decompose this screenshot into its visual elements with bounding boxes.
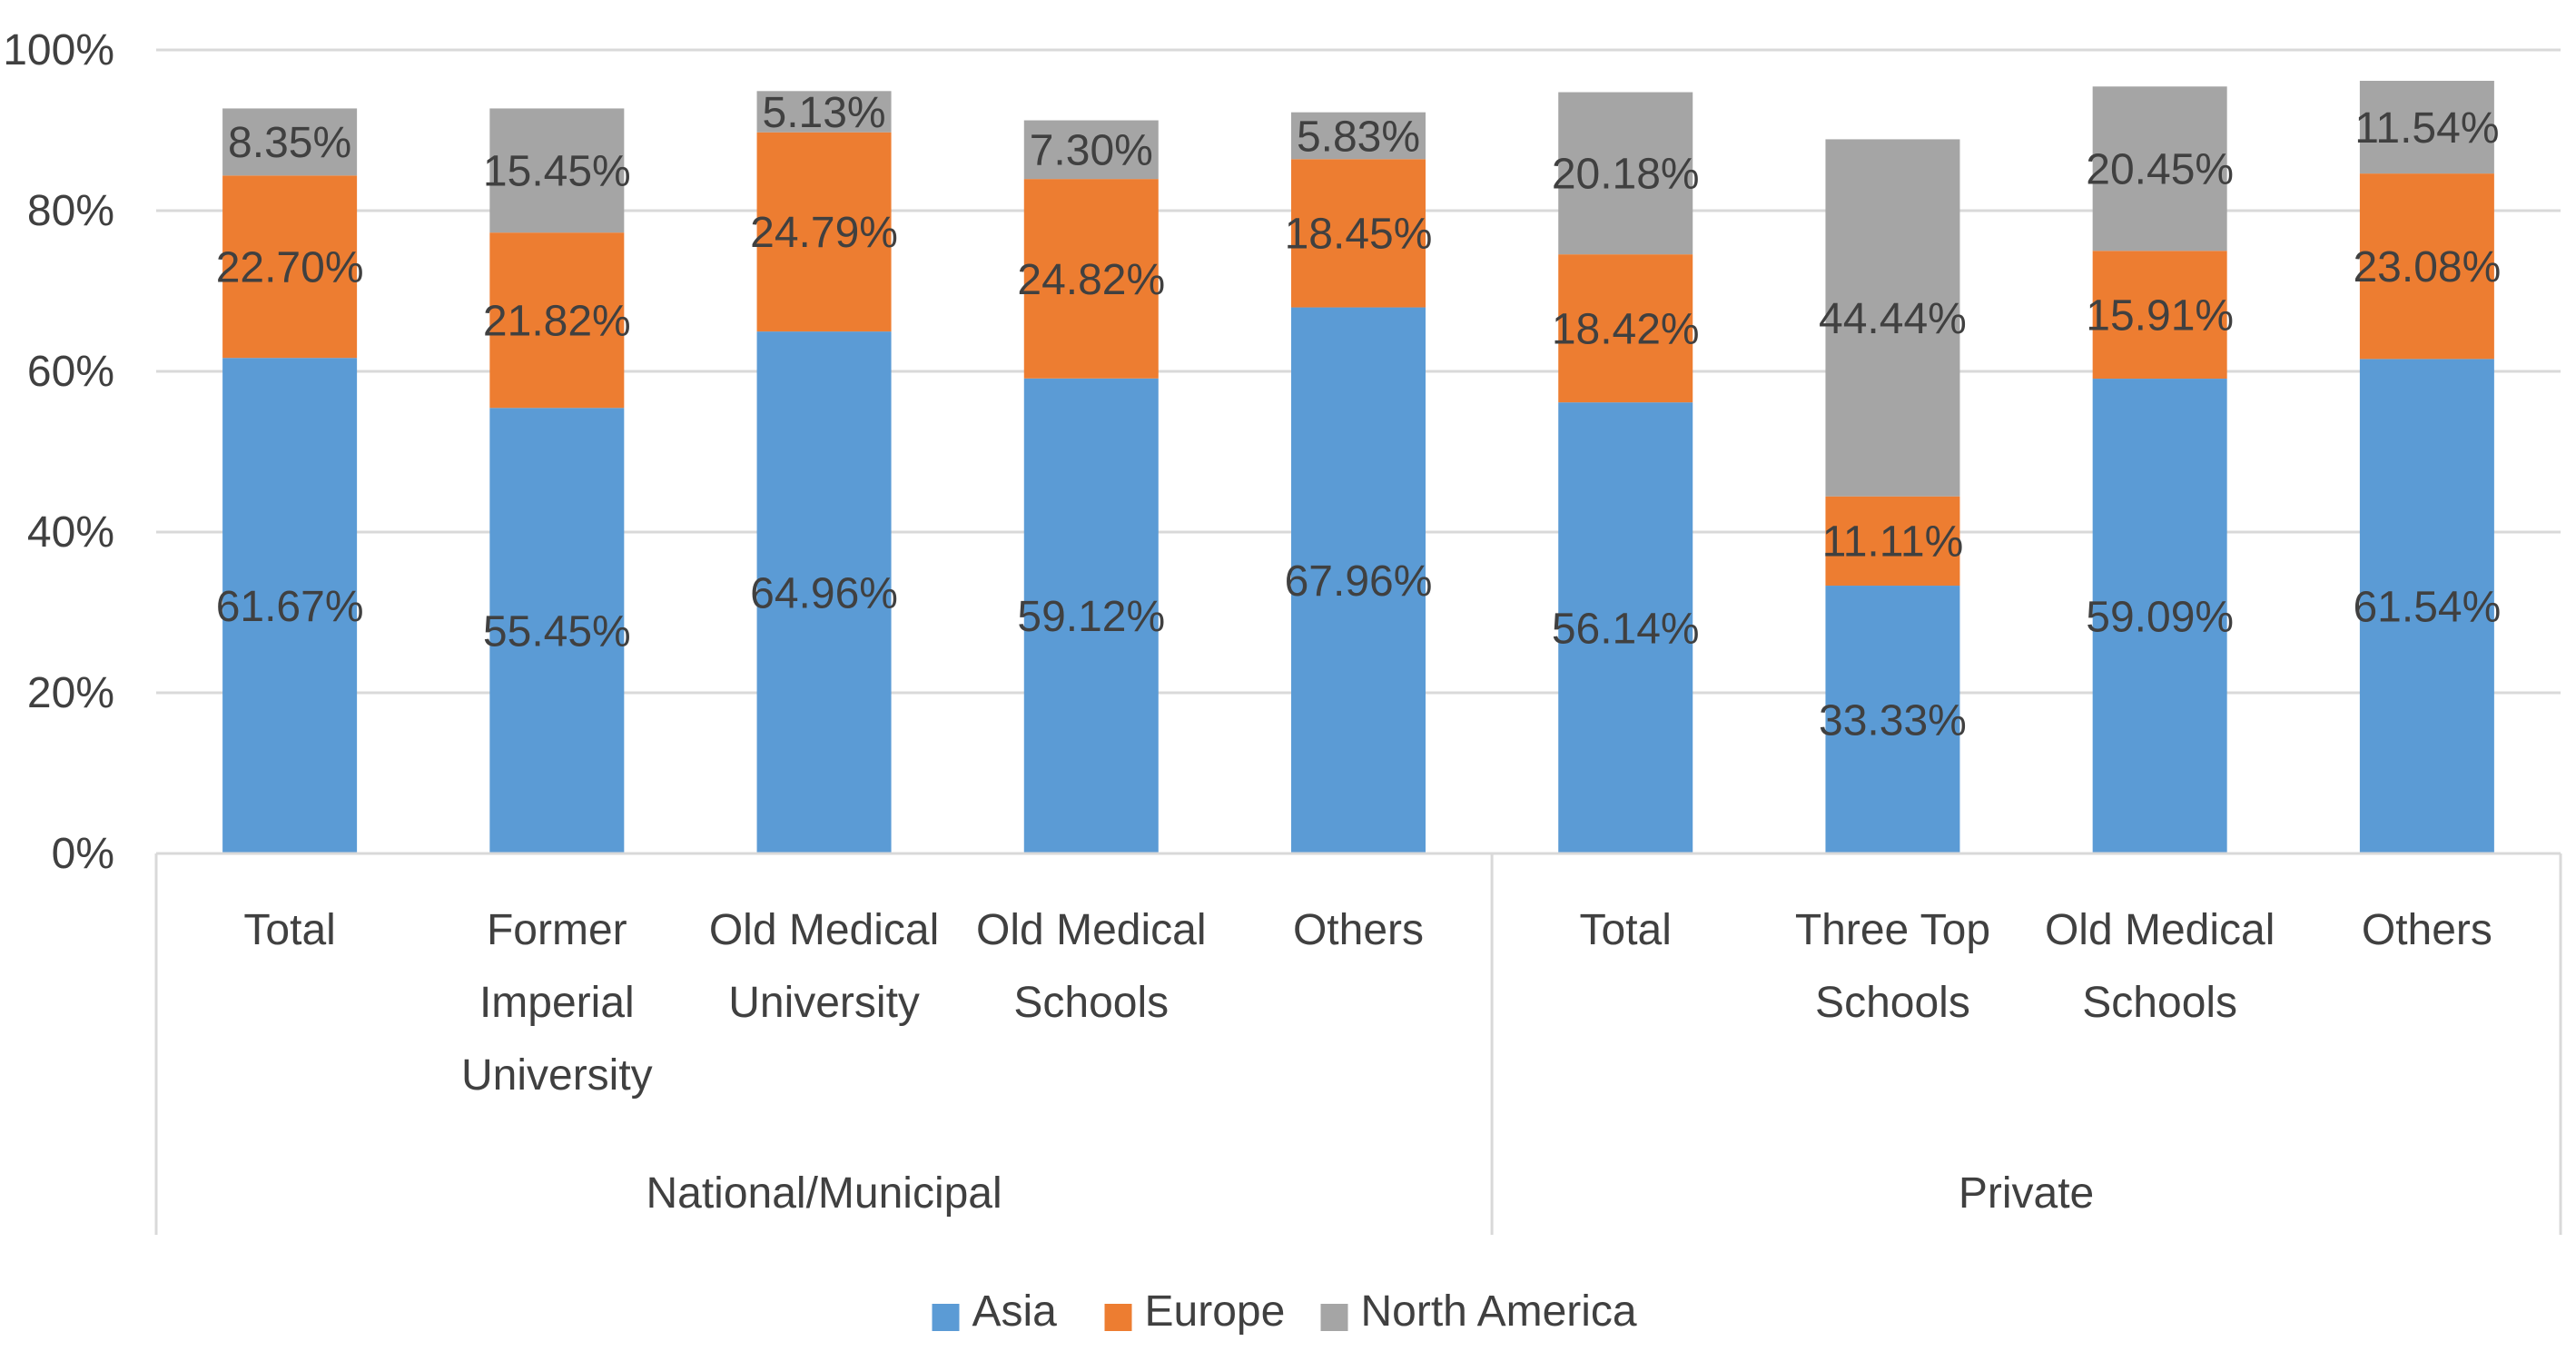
bar-segment-europe xyxy=(756,132,892,332)
bar-segment-asia xyxy=(1291,307,1426,854)
bar-segment-north-america xyxy=(756,91,892,133)
bar-segment-europe xyxy=(1825,496,1960,587)
legend-label: North America xyxy=(1361,1287,1637,1336)
data-label: 24.79% xyxy=(750,209,898,257)
x-tick-label: Schools xyxy=(2082,979,2237,1027)
bar-segment-north-america xyxy=(489,108,625,233)
bar-segment-north-america xyxy=(222,108,358,176)
data-label: 22.70% xyxy=(216,244,364,292)
bar-segment-asia xyxy=(2092,379,2227,854)
bar-segment-north-america xyxy=(1291,112,1426,160)
x-tick-label: Schools xyxy=(1815,979,1970,1027)
bar-segment-europe xyxy=(2092,251,2227,380)
bar-segment-north-america xyxy=(1825,139,1960,497)
y-tick-label: 40% xyxy=(27,508,114,557)
legend-swatch-north-america xyxy=(1320,1304,1348,1331)
data-label: 56.14% xyxy=(1552,605,1700,653)
bar-segment-asia xyxy=(1825,586,1960,853)
data-label: 20.45% xyxy=(2086,146,2234,194)
data-label: 23.08% xyxy=(2353,243,2501,291)
data-label: 15.91% xyxy=(2086,291,2234,340)
x-tick-label: Old Medical xyxy=(976,906,1206,954)
data-label: 59.12% xyxy=(1017,593,1165,641)
bar-segment-north-america xyxy=(2092,86,2227,252)
bar-segment-north-america xyxy=(1558,92,1693,255)
bar-segment-europe xyxy=(222,175,358,359)
data-label: 67.96% xyxy=(1285,557,1433,606)
group-label: Private xyxy=(1959,1169,2094,1218)
data-label: 55.45% xyxy=(483,607,631,656)
data-label: 24.82% xyxy=(1017,256,1165,304)
data-label: 5.13% xyxy=(763,89,886,137)
data-label: 21.82% xyxy=(483,298,631,346)
bar-segment-north-america xyxy=(1023,120,1159,180)
x-tick-label: Three Top xyxy=(1795,906,1990,954)
bar-segment-asia xyxy=(1558,402,1693,853)
data-label: 18.42% xyxy=(1552,305,1700,353)
bar-segment-europe xyxy=(2359,173,2494,360)
data-label: 11.54% xyxy=(2354,104,2499,153)
y-tick-label: 100% xyxy=(3,26,114,74)
data-label: 18.45% xyxy=(1285,211,1433,259)
bar-segment-europe xyxy=(1558,254,1693,403)
x-tick-label: University xyxy=(728,979,920,1027)
bar-segment-asia xyxy=(2359,359,2494,854)
legend-swatch-europe xyxy=(1104,1304,1132,1331)
x-tick-label: Old Medical xyxy=(709,906,939,954)
data-label: 11.11% xyxy=(1822,518,1964,567)
x-tick-label: Total xyxy=(243,906,335,954)
legend-label: Europe xyxy=(1145,1287,1286,1336)
data-label: 33.33% xyxy=(1819,696,1967,745)
legend-swatch-asia xyxy=(932,1304,960,1331)
x-tick-label: Total xyxy=(1580,906,1672,954)
y-tick-label: 20% xyxy=(27,669,114,717)
bar-segment-asia xyxy=(222,358,358,854)
data-label: 15.45% xyxy=(483,148,631,196)
data-label: 44.44% xyxy=(1819,295,1967,343)
bar-segment-asia xyxy=(489,408,625,853)
x-tick-label: Others xyxy=(2362,906,2492,954)
data-label: 61.67% xyxy=(216,583,364,631)
data-label: 20.18% xyxy=(1552,151,1700,199)
data-label: 5.83% xyxy=(1297,113,1420,161)
bar-segment-europe xyxy=(1291,159,1426,308)
y-tick-label: 0% xyxy=(52,830,114,878)
y-tick-label: 60% xyxy=(27,348,114,396)
data-label: 59.09% xyxy=(2086,593,2234,641)
bar-segment-europe xyxy=(1023,179,1159,379)
group-label: National/Municipal xyxy=(646,1169,1002,1218)
legend-label: Asia xyxy=(972,1287,1058,1336)
x-tick-label: Imperial xyxy=(479,979,635,1027)
bar-segment-north-america xyxy=(2359,80,2494,174)
data-label: 64.96% xyxy=(750,569,898,617)
x-tick-label: Schools xyxy=(1013,979,1169,1027)
bar-segment-asia xyxy=(1023,378,1159,854)
x-tick-label: Others xyxy=(1293,906,1424,954)
bar-segment-europe xyxy=(489,232,625,409)
x-tick-label: Former xyxy=(487,906,627,954)
y-tick-label: 80% xyxy=(27,187,114,235)
data-label: 61.54% xyxy=(2353,583,2501,631)
x-tick-label: Old Medical xyxy=(2045,906,2275,954)
x-tick-label: University xyxy=(461,1051,653,1100)
bar-segment-asia xyxy=(756,331,892,853)
data-label: 7.30% xyxy=(1030,127,1153,175)
data-label: 8.35% xyxy=(228,119,351,167)
